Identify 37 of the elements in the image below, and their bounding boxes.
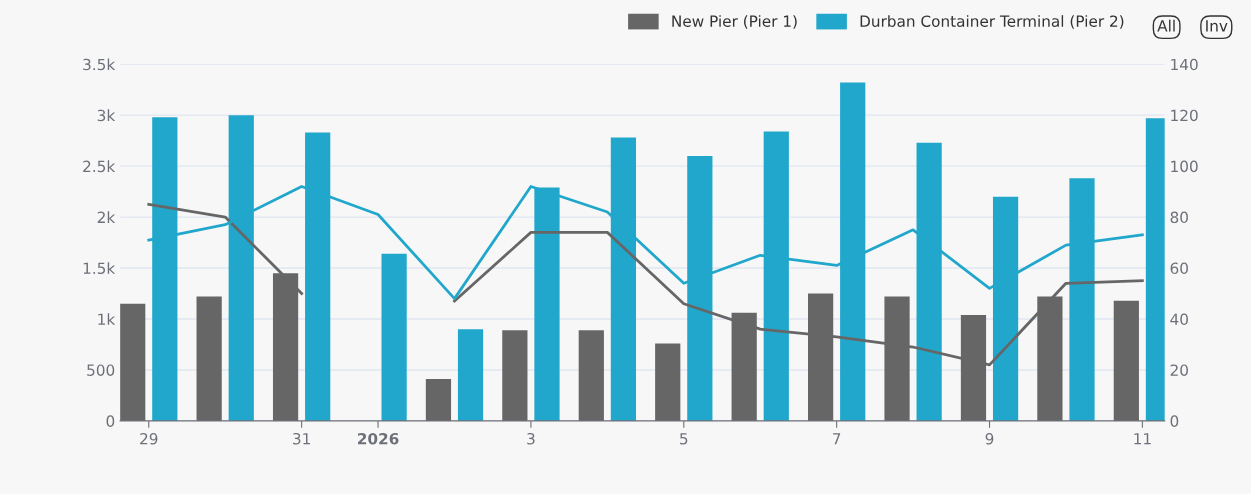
x-tick-label: 7	[833, 433, 841, 445]
y-tick-label: 1.5k	[83, 262, 116, 275]
legend-label: New Pier (Pier 1)	[672, 15, 797, 29]
y2-tick-label: 140	[1171, 58, 1198, 71]
bar	[457, 329, 484, 421]
bar	[381, 253, 407, 421]
x-tick-label: 9	[985, 432, 994, 445]
x-tick-label: 11	[1134, 433, 1151, 445]
y2-tick-label: 0	[1170, 415, 1179, 427]
bar	[1113, 300, 1139, 421]
y-tick-label: 500	[87, 364, 115, 376]
text: Inv	[1206, 20, 1228, 32]
y-tick-label: 3k	[97, 109, 116, 122]
y2-tick-label: 20	[1170, 364, 1188, 376]
x-tick-label: 3	[527, 432, 535, 445]
x-tick-label: 31	[293, 432, 310, 445]
y-tick-label: 2k	[97, 211, 116, 223]
x-tick-label: 29	[140, 432, 158, 445]
y-tick-label: 3.5k	[83, 58, 116, 71]
y2-tick-label: 100	[1171, 160, 1198, 173]
y-tick-label: 1k	[98, 313, 116, 325]
legend-label: Durban Container Terminal (Pier 2)	[860, 15, 1124, 29]
y2-tick-label: 40	[1170, 313, 1188, 325]
bar	[425, 379, 452, 421]
y2-tick-label: 60	[1170, 262, 1188, 275]
text: All	[1157, 19, 1175, 32]
bar	[655, 343, 681, 421]
y2-tick-label: 120	[1171, 109, 1198, 122]
y2-tick-label: 80	[1170, 211, 1188, 224]
bar	[196, 296, 222, 421]
x-tick-label: 2026	[358, 432, 399, 445]
bar	[120, 303, 146, 421]
bar	[502, 330, 528, 421]
x-tick-label: 5	[680, 433, 688, 445]
y-tick-label: 0	[106, 415, 115, 427]
y-tick-label: 2.5k	[83, 160, 116, 173]
bar	[578, 330, 604, 421]
